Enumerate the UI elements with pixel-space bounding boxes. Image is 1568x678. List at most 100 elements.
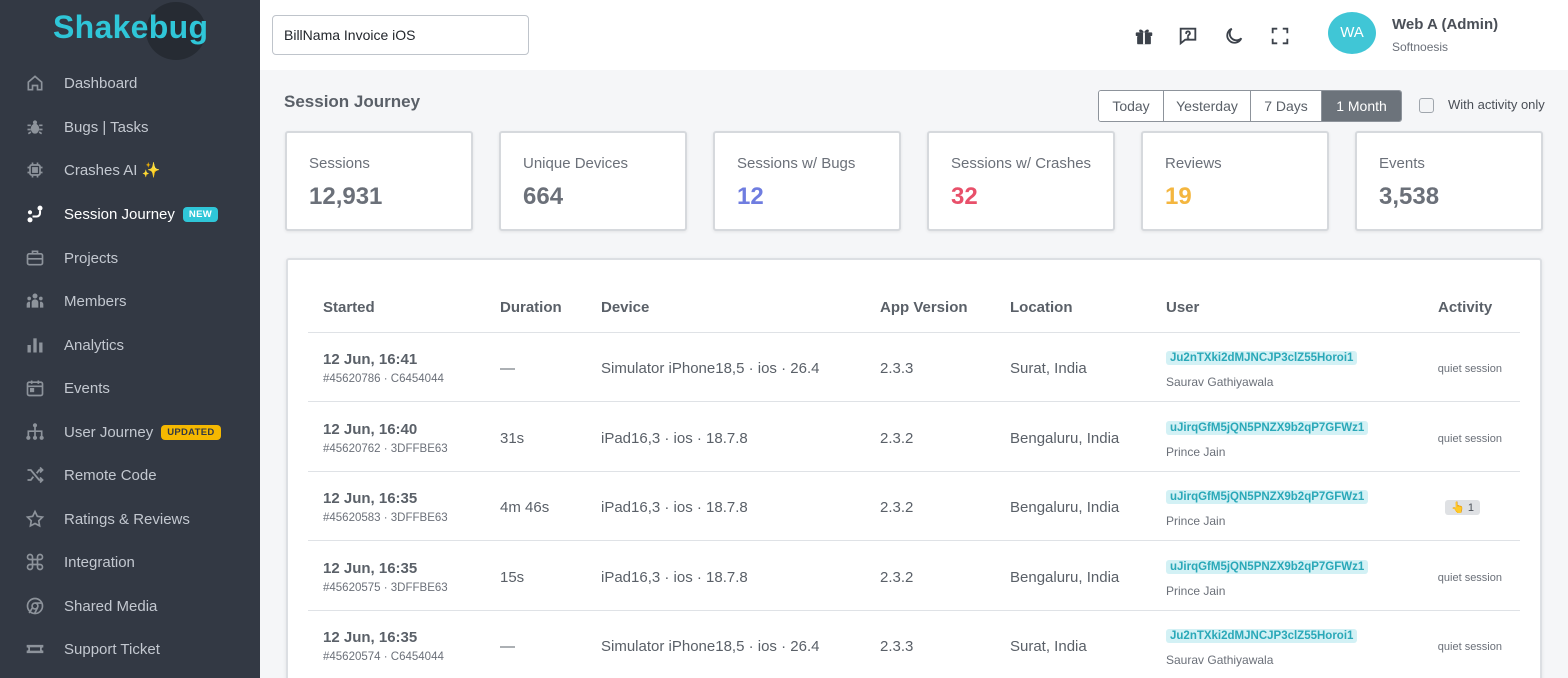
activity-status: quiet session — [1437, 641, 1502, 653]
logo-area: Shakebug — [0, 0, 260, 62]
user-name-cell: Prince Jain — [1166, 514, 1226, 528]
sidebar-item-projects[interactable]: Projects — [0, 238, 260, 278]
session-id: #45620574 · C6454044 — [323, 651, 444, 663]
sidebar-item-text: Dashboard — [64, 74, 138, 92]
dark-mode-icon[interactable] — [1222, 24, 1246, 48]
shuffle-icon — [24, 464, 46, 486]
range-7-days-button[interactable]: 7 Days — [1251, 91, 1322, 121]
activity-status: quiet session — [1437, 432, 1502, 445]
range-1-month-button[interactable]: 1 Month — [1322, 91, 1401, 121]
app-version: 2.3.3 — [880, 360, 914, 377]
sidebar-item-label: Dashboard — [64, 75, 137, 92]
sidebar-item-user-journey[interactable]: User Journey UPDATED — [0, 412, 260, 452]
star-icon — [24, 508, 46, 530]
sidebar-item-ratings-reviews[interactable]: Ratings & Reviews — [0, 499, 260, 539]
range-yesterday-button[interactable]: Yesterday — [1164, 91, 1251, 121]
duration: 15s — [500, 568, 525, 586]
column-header-user[interactable]: User — [1166, 299, 1200, 316]
user-id-tag[interactable]: uJirqGfM5jQN5PNZX9b2qP7GFWz1 — [1166, 490, 1369, 504]
stat-label: Sessions w/ Crashes — [951, 155, 1092, 172]
sidebar-item-events[interactable]: Events — [0, 368, 260, 408]
activity-only-label[interactable]: With activity only — [1448, 97, 1545, 112]
user-id-tag[interactable]: Ju2nTXki2dMJNCJP3clZ55Horoi1 — [1166, 351, 1358, 365]
column-header-device[interactable]: Device — [601, 299, 650, 316]
user-id-tag[interactable]: uJirqGfM5jQN5PNZX9b2qP7GFWz1 — [1166, 559, 1369, 574]
sidebar-item-text: Shared Media — [64, 597, 158, 615]
stat-label: Unique Devices — [523, 155, 629, 172]
sidebar-item-label: Ratings & Reviews — [64, 511, 190, 528]
table-row[interactable]: 12 Jun, 16:35 #45620583 · 3DFFBE63 4m 46s i… — [308, 472, 1520, 541]
stat-card-unique-devices[interactable]: Unique Devices 664 — [499, 131, 687, 231]
sidebar-item-bugs-tasks[interactable]: Bugs | Tasks — [0, 107, 260, 147]
date-range-selector: Today Yesterday 7 Days 1 Month — [1098, 90, 1402, 122]
sidebar-item-analytics[interactable]: Analytics — [0, 325, 260, 365]
app-logo[interactable]: Shakebug — [53, 9, 209, 45]
stat-card-sessions-w-crashes[interactable]: Sessions w/ Crashes 32 — [927, 131, 1115, 231]
sidebar-item-label: Session Journey NEW — [64, 206, 218, 223]
stat-card-events[interactable]: Events 3,538 — [1355, 131, 1543, 231]
gift-icon[interactable] — [1132, 24, 1156, 48]
user-id-tag[interactable]: uJirqGfM5jQN5PNZX9b2qP7GFWz1 — [1166, 420, 1369, 435]
sessions-table: Started Duration Device App Version Loca… — [286, 258, 1542, 678]
column-header-location[interactable]: Location — [1010, 299, 1073, 316]
device: iPad16,3 · ios · 18.7.8 — [601, 499, 748, 516]
stat-card-reviews[interactable]: Reviews 19 — [1141, 131, 1329, 231]
column-header-duration[interactable]: Duration — [500, 299, 562, 316]
activity-status: quiet session — [1437, 363, 1502, 375]
sidebar-item-dashboard[interactable]: Dashboard — [0, 63, 260, 103]
sidebar-item-members[interactable]: Members — [0, 281, 260, 321]
sidebar-item-session-journey[interactable]: Session Journey NEW — [0, 194, 260, 234]
stat-card-sessions-w-bugs[interactable]: Sessions w/ Bugs 12 — [713, 131, 901, 231]
column-header-started[interactable]: Started — [323, 299, 375, 316]
sidebar-item-label: User Journey UPDATED — [64, 424, 221, 441]
sidebar-item-shared-media[interactable]: Shared Media — [0, 586, 260, 626]
stat-card-sessions[interactable]: Sessions 12,931 — [285, 131, 473, 231]
command-icon — [24, 551, 46, 573]
column-header-app-version[interactable]: App Version — [880, 299, 968, 316]
sidebar-item-support-ticket[interactable]: Support Ticket — [0, 629, 260, 669]
sidebar-item-remote-code[interactable]: Remote Code — [0, 455, 260, 495]
sidebar-item-text: Support Ticket — [64, 640, 160, 658]
duration: — — [500, 638, 515, 655]
sidebar-item-text: Integration — [64, 553, 135, 571]
sidebar-item-label: Bugs | Tasks — [64, 119, 149, 136]
started-time: 12 Jun, 16:35 — [323, 629, 418, 646]
sidebar-item-text: Members — [64, 292, 127, 310]
user-name-cell: Saurav Gathiyawala — [1166, 375, 1274, 389]
app-version: 2.3.3 — [880, 638, 914, 655]
stat-label: Reviews — [1165, 155, 1222, 172]
sidebar-item-text: Events — [64, 379, 110, 397]
sidebar-item-label: Crashes AI ✨ — [64, 161, 160, 179]
started-time: 12 Jun, 16:41 — [323, 351, 418, 368]
help-chat-icon[interactable] — [1176, 24, 1200, 48]
fullscreen-icon[interactable] — [1268, 24, 1292, 48]
stat-label: Events — [1379, 155, 1425, 172]
app-version: 2.3.2 — [880, 568, 914, 586]
range-today-button[interactable]: Today — [1099, 91, 1164, 121]
user-name[interactable]: Web A (Admin) — [1392, 16, 1499, 33]
column-header-activity[interactable]: Activity — [1438, 299, 1493, 316]
sidebar-item-text: Ratings & Reviews — [64, 510, 190, 528]
sidebar-item-crashes-ai[interactable]: Crashes AI ✨ — [0, 150, 260, 190]
sidebar-item-text: Remote Code — [64, 466, 157, 484]
user-id-tag[interactable]: Ju2nTXki2dMJNCJP3clZ55Horoi1 — [1166, 629, 1358, 643]
device: iPad16,3 · ios · 18.7.8 — [601, 429, 748, 447]
ticket-icon — [24, 638, 46, 660]
sidebar-item-label: Support Ticket — [64, 641, 160, 658]
avatar[interactable]: WA — [1328, 12, 1376, 54]
stat-value: 32 — [951, 183, 978, 210]
chrome-icon — [24, 595, 46, 617]
location: Surat, India — [1010, 360, 1087, 377]
table-row[interactable]: 12 Jun, 16:35 #45620574 · C6454044 — Simula… — [308, 611, 1520, 678]
table-row[interactable]: 12 Jun, 16:40 #45620762 · 3DFFBE63 31s iPad… — [308, 403, 1520, 472]
activity-only-checkbox[interactable] — [1419, 98, 1434, 113]
journey-icon — [24, 203, 46, 225]
updated-badge: UPDATED — [161, 424, 221, 440]
sidebar-item-integration[interactable]: Integration — [0, 542, 260, 582]
briefcase-icon — [24, 247, 46, 269]
table-row[interactable]: 12 Jun, 16:35 #45620575 · 3DFFBE63 15s iPad… — [308, 542, 1520, 611]
session-id: #45620583 · 3DFFBE63 — [323, 512, 448, 524]
user-name-cell: Saurav Gathiyawala — [1166, 653, 1274, 667]
table-row[interactable]: 12 Jun, 16:41 #45620786 · C6454044 — Simula… — [308, 333, 1520, 402]
project-selector[interactable]: BillNama Invoice iOS — [272, 15, 529, 55]
